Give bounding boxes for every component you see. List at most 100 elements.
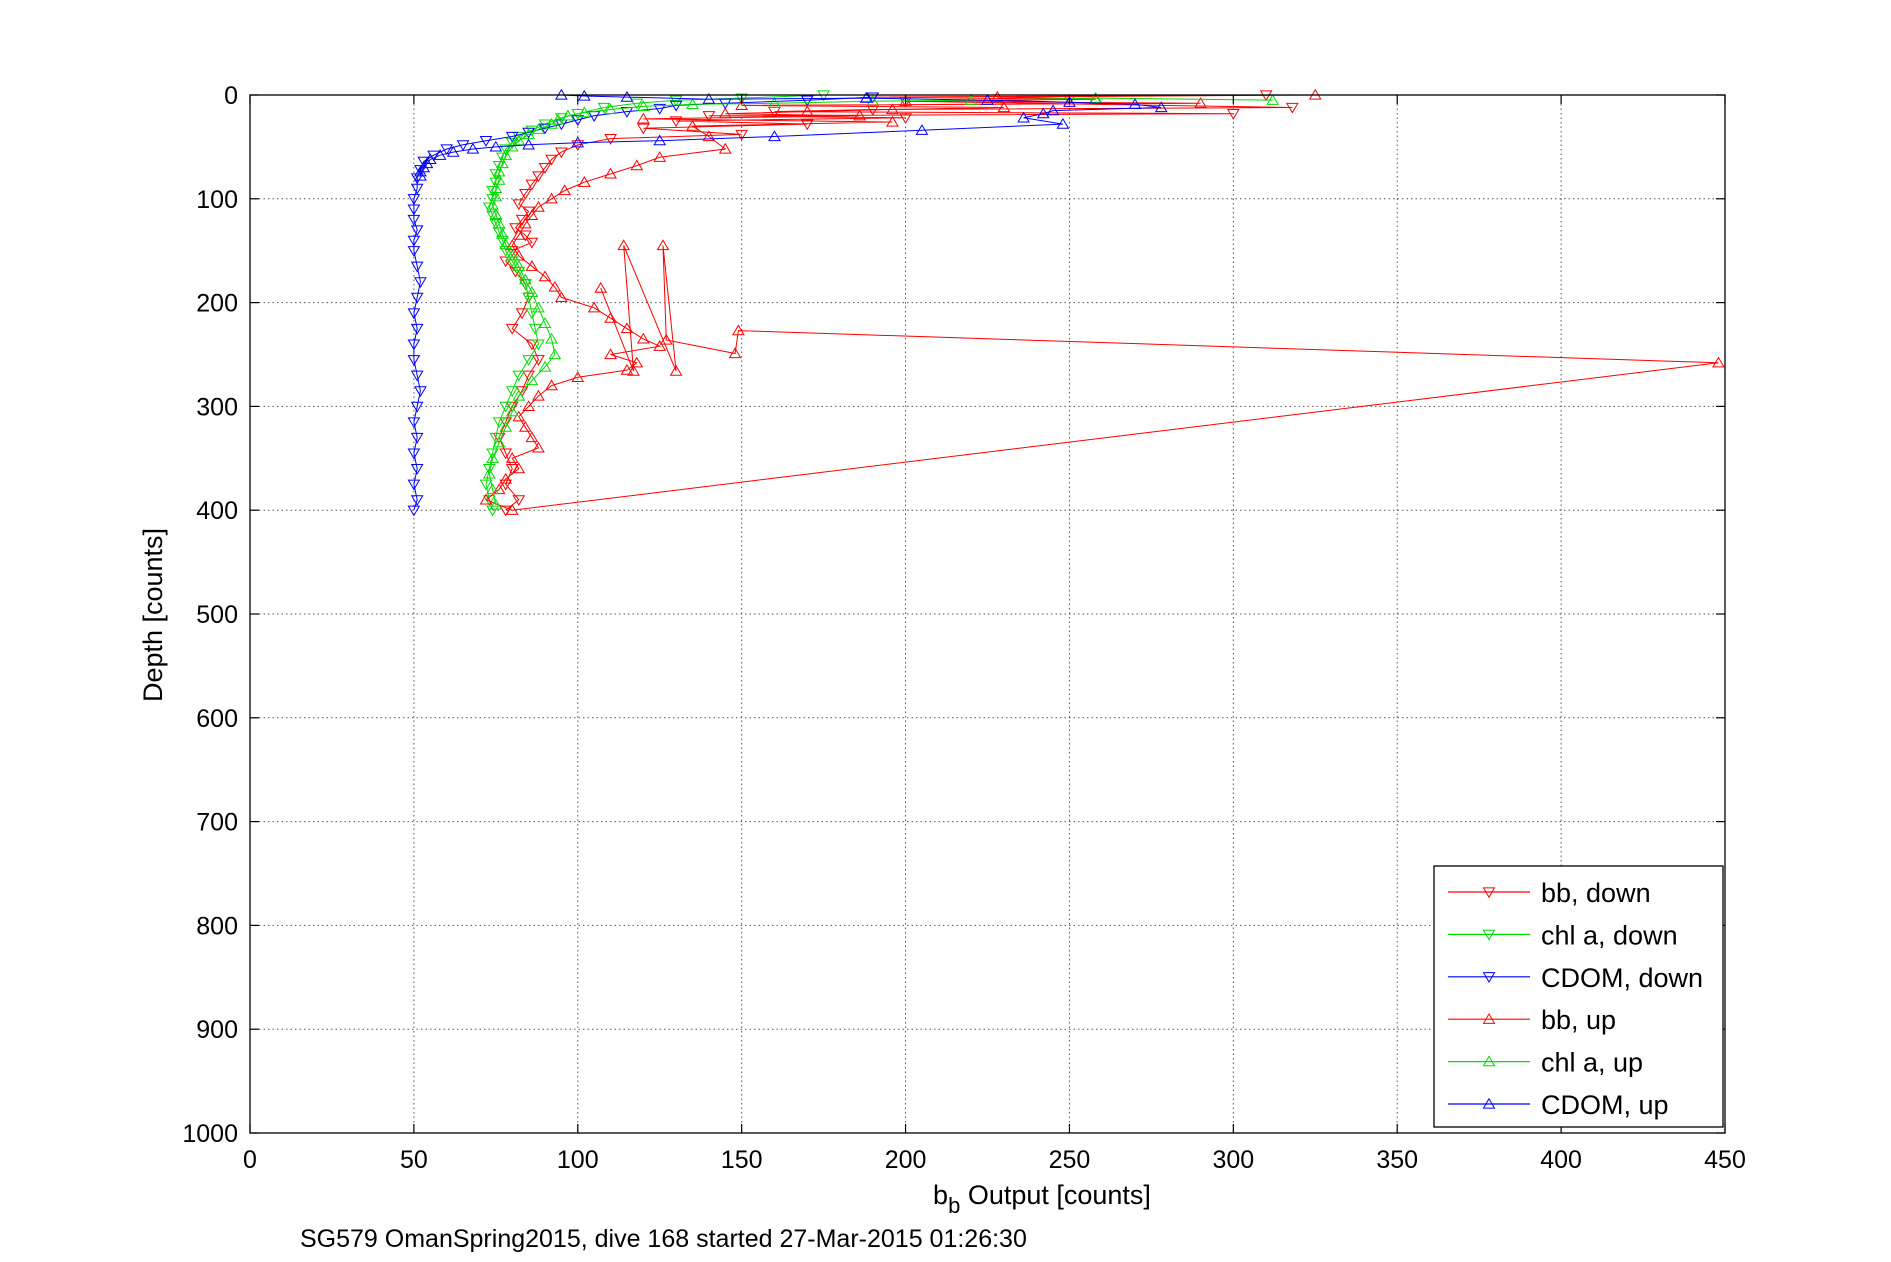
data-point: [512, 199, 526, 211]
data-point: [492, 483, 506, 495]
data-point: [636, 123, 650, 135]
data-point: [414, 165, 427, 177]
data-point: [518, 188, 532, 200]
data-point: [433, 148, 447, 160]
legend-item: CDOM, down: [1448, 963, 1703, 993]
data-point: [577, 106, 591, 118]
data-point: [525, 237, 539, 249]
data-point: [532, 123, 545, 134]
y-tick-label: 0: [224, 82, 238, 110]
data-point: [558, 184, 572, 196]
data-point: [505, 405, 519, 417]
data-point: [525, 209, 539, 221]
x-axis-label-rest: Output [counts]: [960, 1180, 1151, 1210]
data-point: [620, 363, 634, 375]
data-point: [686, 98, 699, 109]
data-point: [414, 277, 427, 289]
data-point: [525, 179, 539, 191]
data-point: [1128, 98, 1142, 109]
data-point: [630, 98, 644, 110]
data-point: [551, 113, 565, 125]
data-point: [407, 339, 421, 351]
data-point: [512, 389, 526, 401]
data-point: [505, 503, 519, 515]
data-point: [518, 273, 532, 285]
data-point: [482, 202, 496, 214]
data-point: [518, 217, 532, 229]
data-point: [512, 131, 526, 143]
data-point: [997, 101, 1011, 113]
data-point: [522, 138, 535, 150]
data-point: [653, 339, 667, 351]
data-point: [492, 417, 506, 429]
data-point: [446, 145, 460, 157]
data-point: [499, 448, 513, 460]
data-point: [499, 238, 513, 250]
legend-item: bb, down: [1448, 878, 1651, 908]
data-point: [545, 117, 558, 129]
data-point: [489, 208, 503, 219]
data-point: [604, 311, 617, 323]
legend-marker: [1482, 1055, 1496, 1067]
data-point: [653, 103, 667, 115]
data-point: [532, 200, 545, 212]
data-point: [499, 479, 513, 491]
data-point: [505, 249, 519, 261]
series-chl-a-up: [482, 91, 1280, 510]
data-point: [577, 175, 591, 187]
data-point: [440, 144, 454, 156]
data-point: [686, 119, 699, 131]
x-axis-label-subscript: b: [948, 1193, 960, 1218]
data-point: [525, 308, 539, 320]
data-point: [410, 183, 424, 195]
data-point: [525, 431, 539, 443]
data-point: [407, 448, 421, 460]
legend-label: chl a, down: [1541, 920, 1678, 950]
data-point: [492, 217, 506, 229]
data-point: [407, 214, 421, 226]
x-tick-label: 150: [721, 1146, 763, 1174]
data-point: [669, 95, 683, 107]
data-point: [410, 370, 424, 382]
data-point: [456, 140, 470, 152]
x-tick-label: 100: [557, 1146, 599, 1174]
data-point: [505, 323, 519, 335]
data-point: [410, 323, 424, 335]
data-point: [410, 261, 424, 273]
legend-label: CDOM, down: [1541, 963, 1703, 993]
data-series: [407, 88, 1725, 517]
data-point: [522, 400, 535, 412]
data-point: [859, 91, 873, 103]
y-tick-label: 400: [196, 497, 238, 525]
data-point: [604, 167, 617, 179]
data-point: [571, 136, 585, 148]
data-point: [407, 308, 421, 320]
x-tick-label: 50: [400, 1146, 428, 1174]
data-point: [800, 95, 814, 107]
y-tick-label: 1000: [182, 1120, 238, 1148]
data-point: [1017, 111, 1030, 123]
data-point: [886, 115, 899, 127]
legend-item: chl a, down: [1448, 920, 1678, 950]
data-point: [702, 130, 716, 142]
data-point: [532, 441, 545, 453]
data-point: [499, 246, 513, 257]
data-point: [915, 124, 929, 135]
data-point: [417, 156, 431, 168]
x-tick-label: 0: [243, 1146, 257, 1174]
data-point: [538, 360, 552, 372]
data-point: [636, 332, 650, 344]
data-point: [597, 102, 611, 114]
data-point: [571, 140, 585, 152]
data-point: [525, 260, 539, 271]
legend-box: [1433, 865, 1724, 1128]
legend-marker: [1482, 972, 1496, 984]
data-point: [466, 142, 480, 154]
legend-item: chl a, up: [1448, 1048, 1643, 1078]
legend-item: bb, up: [1448, 1005, 1616, 1035]
data-point: [528, 323, 542, 335]
data-point: [659, 333, 673, 345]
data-point: [555, 113, 568, 125]
data-point: [1194, 97, 1207, 108]
